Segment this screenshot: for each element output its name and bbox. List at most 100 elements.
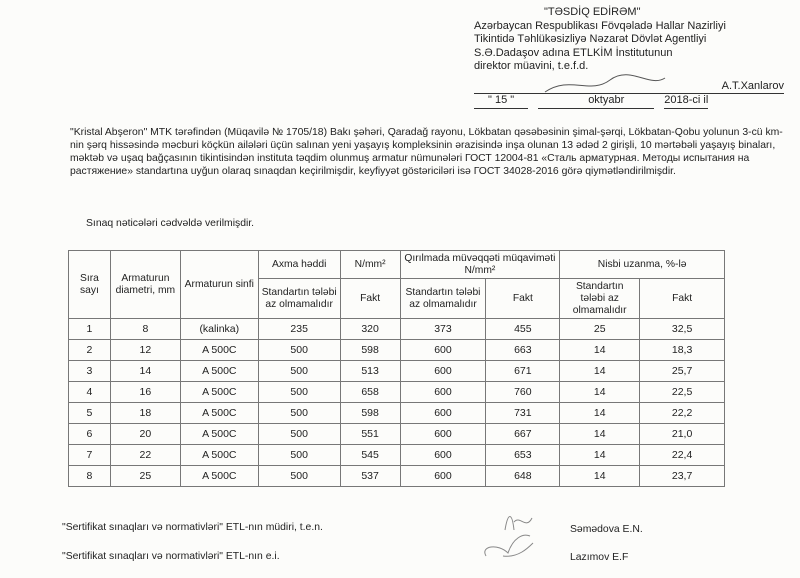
intro-text: Sınaq nəticələri cədvəldə verilmişdir. (86, 218, 255, 229)
table-cell: 2 (68, 339, 111, 361)
table-cell: 598 (339, 339, 401, 361)
table-cell: 600 (399, 402, 487, 424)
table-cell: A 500C (179, 444, 259, 466)
signature-2-icon (484, 534, 534, 557)
table-cell: 22 (109, 444, 181, 466)
table-cell: 513 (339, 360, 401, 382)
header-yield-unit: N/mm² (339, 250, 401, 279)
approval-line: Azərbaycan Respublikası Fövqəladə Hallar… (474, 19, 726, 32)
header-elongation: Nisbi uzanma, %-lə (559, 250, 725, 279)
table-cell: 600 (399, 423, 487, 445)
table-row: 3 14 A 500C 500 513 600 671 14 25,7 (68, 360, 725, 382)
table-cell: 22,2 (639, 402, 725, 424)
director-signature-icon (544, 74, 666, 93)
table-cell: 25 (109, 465, 181, 487)
table-cell: 5 (68, 402, 111, 424)
table-cell: 500 (257, 381, 341, 403)
table-cell: 760 (485, 381, 561, 403)
table-cell: A 500C (179, 402, 259, 424)
approval-block: "TƏSDİQ EDİRƏM" Azərbaycan Respublikası … (474, 6, 784, 109)
date-day: 15 (494, 94, 508, 106)
signer-name: A.T.Xanlarov (721, 79, 784, 92)
table-cell: 373 (399, 318, 487, 340)
table-cell: 600 (399, 381, 487, 403)
table-cell: 235 (257, 318, 341, 340)
table-cell: A 500C (179, 423, 259, 445)
header-fact: Fakt (639, 278, 725, 319)
table-cell: 671 (485, 360, 561, 382)
table-cell: A 500C (179, 465, 259, 487)
table-cell: 600 (399, 360, 487, 382)
table-cell: 3 (68, 360, 111, 382)
results-table: Sıra sayı Armaturun diametri, mm Armatur… (68, 250, 725, 487)
header-standard: Standartın tələbi az olmamalıdır (399, 278, 487, 319)
table-cell: 551 (339, 423, 401, 445)
header-no: Sıra sayı (68, 250, 111, 319)
table-cell: 667 (485, 423, 561, 445)
table-row: 1 8 (kalinka) 235 320 373 455 25 32,5 (68, 318, 725, 340)
table-cell: 500 (257, 360, 341, 382)
table-cell: 8 (68, 465, 111, 487)
table-cell: 663 (485, 339, 561, 361)
date-year: 2018-ci il (664, 94, 709, 109)
table-cell: 20 (109, 423, 181, 445)
header-standard: Standartın tələbi az olmamalıdır (559, 278, 641, 319)
table-cell: A 500C (179, 339, 259, 361)
table-row: 6 20 A 500C 500 551 600 667 14 21,0 (68, 423, 725, 445)
approval-line: direktor müavini, t.e.f.d. (474, 60, 589, 72)
date-month: oktyabr (538, 94, 655, 109)
footer-name-2: Lazımov E.F (570, 552, 629, 563)
table-cell: 500 (257, 465, 341, 487)
table-cell: 18 (109, 402, 181, 424)
table-cell: 1 (68, 318, 111, 340)
table-cell: A 500C (179, 381, 259, 403)
table-cell: 22,4 (639, 444, 725, 466)
table-cell: 7 (68, 444, 111, 466)
table-cell: A 500C (179, 360, 259, 382)
table-cell: 658 (339, 381, 401, 403)
table-row: 8 25 A 500C 500 537 600 648 14 23,7 (68, 465, 725, 487)
table-cell: 320 (339, 318, 401, 340)
table-cell: 14 (559, 423, 641, 445)
table-cell: 14 (559, 381, 641, 403)
table-row: 5 18 A 500C 500 598 600 731 14 22,2 (68, 402, 725, 424)
signature-line: A.T.Xanlarov (474, 79, 784, 94)
table-row: 7 22 A 500C 500 545 600 653 14 22,4 (68, 444, 725, 466)
body-text: "Kristal Abşeron" MTK tərəfindən (Müqavi… (70, 127, 783, 177)
table-cell: 731 (485, 402, 561, 424)
approval-title: "TƏSDİQ EDİRƏM" (544, 6, 641, 18)
table-cell: 455 (485, 318, 561, 340)
header-standard: Standartın tələbi az olmamalıdır (257, 278, 341, 319)
header-class: Armaturun sinfi (179, 250, 259, 319)
header-tensile: Qırılmada müvəqqəti müqaviməti N/mm² (399, 250, 561, 279)
header-fact: Fakt (485, 278, 561, 319)
table-cell: 14 (559, 444, 641, 466)
table-cell: 14 (559, 339, 641, 361)
table-cell: 500 (257, 402, 341, 424)
table-cell: 16 (109, 381, 181, 403)
table-cell: 653 (485, 444, 561, 466)
header-diameter: Armaturun diametri, mm (109, 250, 181, 319)
footer-role-2: "Sertifikat sınaqları və normativləri" E… (62, 551, 280, 562)
table-row: 2 12 A 500C 500 598 600 663 14 18,3 (68, 339, 725, 361)
table-cell: 18,3 (639, 339, 725, 361)
header-yield: Axma həddi (257, 250, 341, 279)
approval-date: " 15 " oktyabr 2018-ci il (474, 94, 784, 109)
table-cell: 545 (339, 444, 401, 466)
table-cell: 14 (559, 402, 641, 424)
table-cell: 537 (339, 465, 401, 487)
table-cell: 6 (68, 423, 111, 445)
table-cell: 8 (109, 318, 181, 340)
header-fact: Fakt (339, 278, 401, 319)
table-cell: 14 (109, 360, 181, 382)
approval-line: S.Ə.Dadaşov adına ETLKİM İnstitutunun (474, 46, 673, 59)
approval-line: Tikintidə Təhlükəsizliyə Nəzarət Dövlət … (474, 33, 707, 45)
footer-name-1: Səmədova E.N. (570, 524, 643, 535)
table-cell: 14 (559, 465, 641, 487)
table-cell: 500 (257, 444, 341, 466)
table-cell: 598 (339, 402, 401, 424)
table-cell: 32,5 (639, 318, 725, 340)
table-cell: 25,7 (639, 360, 725, 382)
signature-1-icon (504, 516, 533, 531)
